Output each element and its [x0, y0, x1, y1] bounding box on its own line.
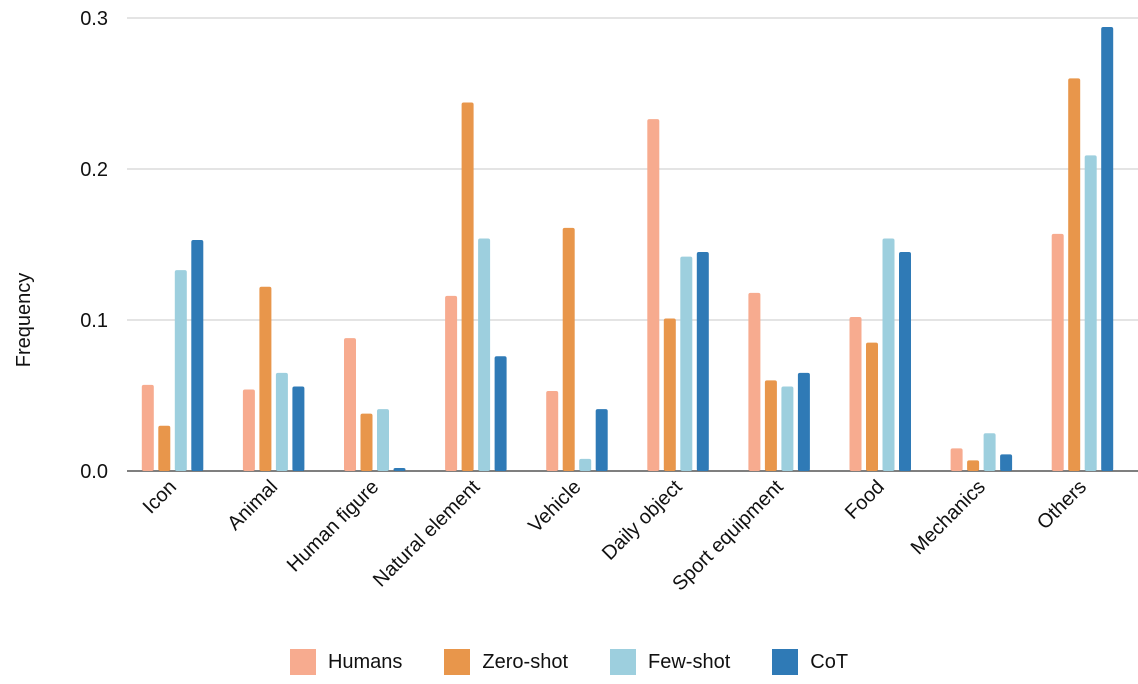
legend-swatch — [444, 649, 471, 675]
bar — [680, 256, 693, 471]
bar — [461, 102, 474, 471]
bar — [781, 386, 794, 471]
y-tick-label: 0.3 — [80, 8, 108, 30]
x-tick-label: Natural element — [369, 476, 485, 592]
legend-item: Zero-shot — [444, 649, 568, 675]
bar — [950, 448, 963, 471]
x-tick-label: Human figure — [283, 476, 383, 576]
x-tick-label: Vehicle — [524, 476, 585, 537]
y-axis-label: Frequency — [13, 273, 35, 368]
bar — [445, 295, 458, 471]
bar — [595, 409, 608, 471]
bars — [141, 27, 1114, 472]
bar — [1000, 454, 1013, 471]
legend-swatch — [289, 649, 316, 675]
bar — [797, 372, 810, 471]
bar — [764, 380, 777, 471]
x-tick-label: Food — [841, 476, 889, 524]
bar — [967, 460, 980, 471]
y-tick-label: 0.2 — [80, 159, 108, 181]
bar — [275, 372, 288, 471]
bar — [663, 318, 676, 471]
bar — [983, 433, 996, 471]
bar — [174, 270, 187, 471]
bar — [562, 227, 575, 471]
bar — [882, 238, 895, 471]
bar — [899, 252, 911, 471]
y-tick-labels: 0.0 0.1 0.2 0.3 — [80, 8, 108, 483]
legend-label: Zero-shot — [482, 650, 569, 673]
bar — [494, 356, 507, 471]
bar — [1051, 233, 1064, 471]
legend-swatch — [610, 649, 637, 675]
bar — [158, 425, 171, 471]
legend-item: Humans — [289, 649, 403, 675]
x-tick-label: Daily object — [598, 476, 687, 565]
bar — [1084, 155, 1097, 471]
legend-label: CoT — [810, 650, 849, 673]
bar — [360, 413, 373, 471]
legend-item: CoT — [772, 649, 848, 675]
bar — [242, 389, 255, 471]
x-tick-label: Icon — [139, 476, 181, 518]
legend-item: Few-shot — [610, 649, 730, 675]
legend: Humans Zero-shot Few-shot CoT — [0, 649, 1138, 675]
bar — [259, 286, 272, 471]
x-tick-label: Mechanics — [907, 476, 990, 559]
bar — [546, 390, 559, 471]
y-tick-label: 0.0 — [80, 461, 108, 483]
x-tick-label: Animal — [223, 476, 282, 535]
bar — [1101, 27, 1114, 472]
bar — [344, 338, 356, 471]
bar — [393, 467, 406, 471]
x-tick-label: Sport equipment — [668, 476, 788, 596]
y-tick-label: 0.1 — [80, 310, 108, 332]
bar — [579, 458, 592, 471]
bar — [849, 316, 862, 471]
legend-label: Humans — [327, 650, 403, 673]
bar — [866, 342, 878, 471]
legend-swatch — [772, 649, 799, 675]
legend-label: Few-shot — [648, 650, 731, 673]
bar — [696, 252, 709, 471]
bar — [377, 409, 389, 471]
x-tick-label: Others — [1033, 476, 1091, 534]
bar — [191, 239, 204, 471]
bar — [292, 386, 305, 471]
bar — [141, 384, 154, 471]
bar — [647, 119, 660, 472]
bar — [478, 238, 491, 471]
bar — [748, 292, 761, 471]
bar — [1068, 78, 1081, 472]
